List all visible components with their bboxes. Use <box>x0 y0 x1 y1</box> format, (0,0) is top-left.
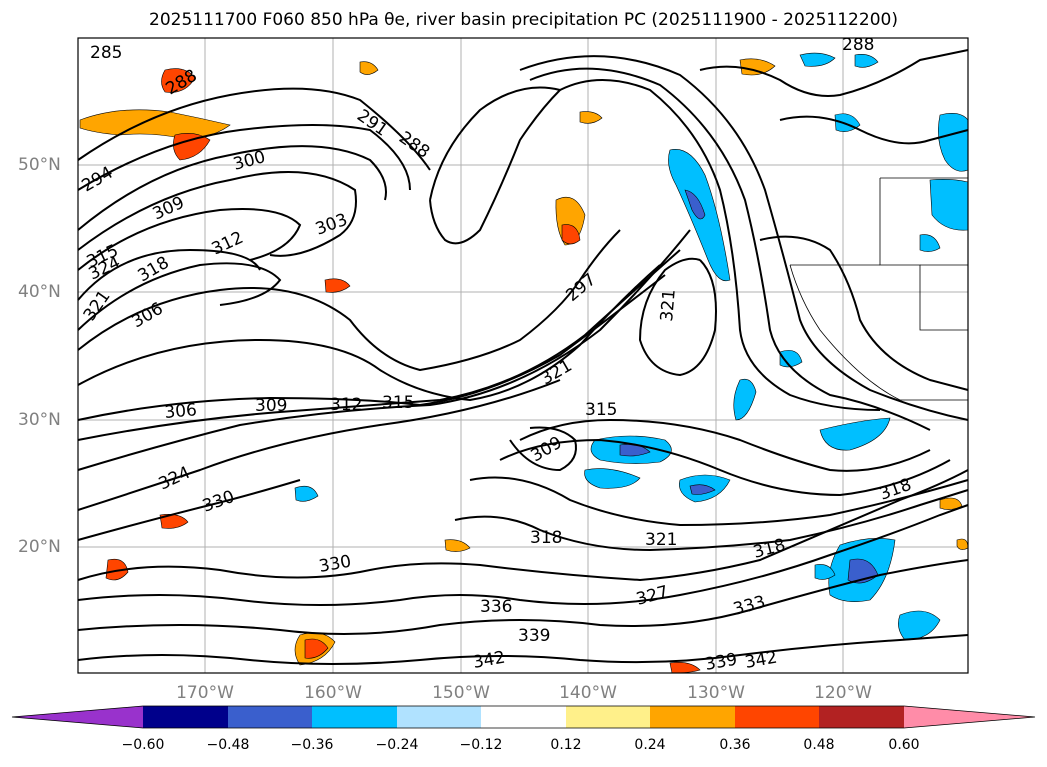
lat-label-40n: 40°N <box>18 282 61 302</box>
contour-label: 315 <box>585 400 617 420</box>
colorbar-segment <box>397 706 481 728</box>
political-boundaries <box>789 177 968 401</box>
colorbar-tick-label: 0.12 <box>550 737 582 753</box>
colorbar-tick-label: 0.60 <box>888 737 920 753</box>
lon-label-150w: 150°W <box>432 683 490 703</box>
precip-positive-shading <box>79 58 969 674</box>
map-frame <box>77 37 969 674</box>
colorbar-extend-low <box>12 706 143 728</box>
lon-label-160w: 160°W <box>304 683 362 703</box>
colorbar-segment <box>650 706 735 728</box>
colorbar-segment <box>143 706 228 728</box>
colorbar-tick-label: 0.36 <box>719 737 751 753</box>
contour-label: 321 <box>645 530 677 550</box>
colorbar-tick-label: −0.60 <box>121 737 165 753</box>
colorbar-segment <box>735 706 819 728</box>
contour-label: 336 <box>480 597 512 617</box>
colorbar-segment <box>819 706 904 728</box>
lon-label-130w: 130°W <box>687 683 745 703</box>
theta-e-contours <box>77 49 969 665</box>
colorbar-tick-label: −0.36 <box>290 737 334 753</box>
colorbar-segment <box>312 706 397 728</box>
contour-label: 309 <box>255 396 287 416</box>
colorbar-extend-high <box>904 706 1035 728</box>
colorbar-tick-label: 0.48 <box>803 737 835 753</box>
lat-label-20n: 20°N <box>18 537 61 557</box>
contour-label: 321 <box>657 288 680 322</box>
colorbar-segment <box>481 706 566 728</box>
contour-label: 306 <box>164 400 198 423</box>
contour-label: 312 <box>330 395 362 415</box>
contour-label: 339 <box>518 626 550 646</box>
lon-label-120w: 120°W <box>814 683 872 703</box>
precip-negative-shading <box>294 52 969 641</box>
lon-label-140w: 140°W <box>559 683 617 703</box>
colorbar-tick-label: −0.48 <box>206 737 250 753</box>
contour-label-group: 285 288 288 291 288 294 300 303 309 312 … <box>79 35 915 675</box>
colorbar-tick-label: −0.24 <box>375 737 419 753</box>
colorbar-tick-label: 0.24 <box>634 737 666 753</box>
colorbar-tick-label: −0.12 <box>459 737 503 753</box>
colorbar-segment <box>566 706 650 728</box>
map-title: 2025111700 F060 850 hPa θe, river basin … <box>149 10 898 30</box>
colorbar-segment <box>228 706 312 728</box>
colorbar <box>11 705 1036 729</box>
contour-label: 288 <box>842 35 874 55</box>
lat-label-30n: 30°N <box>18 410 61 430</box>
lon-label-170w: 170°W <box>176 683 234 703</box>
contour-label: 285 <box>90 43 122 63</box>
contour-label: 315 <box>382 393 414 413</box>
lat-label-50n: 50°N <box>18 155 61 175</box>
contour-label: 318 <box>530 528 562 548</box>
colorbar-outline <box>11 705 1036 729</box>
